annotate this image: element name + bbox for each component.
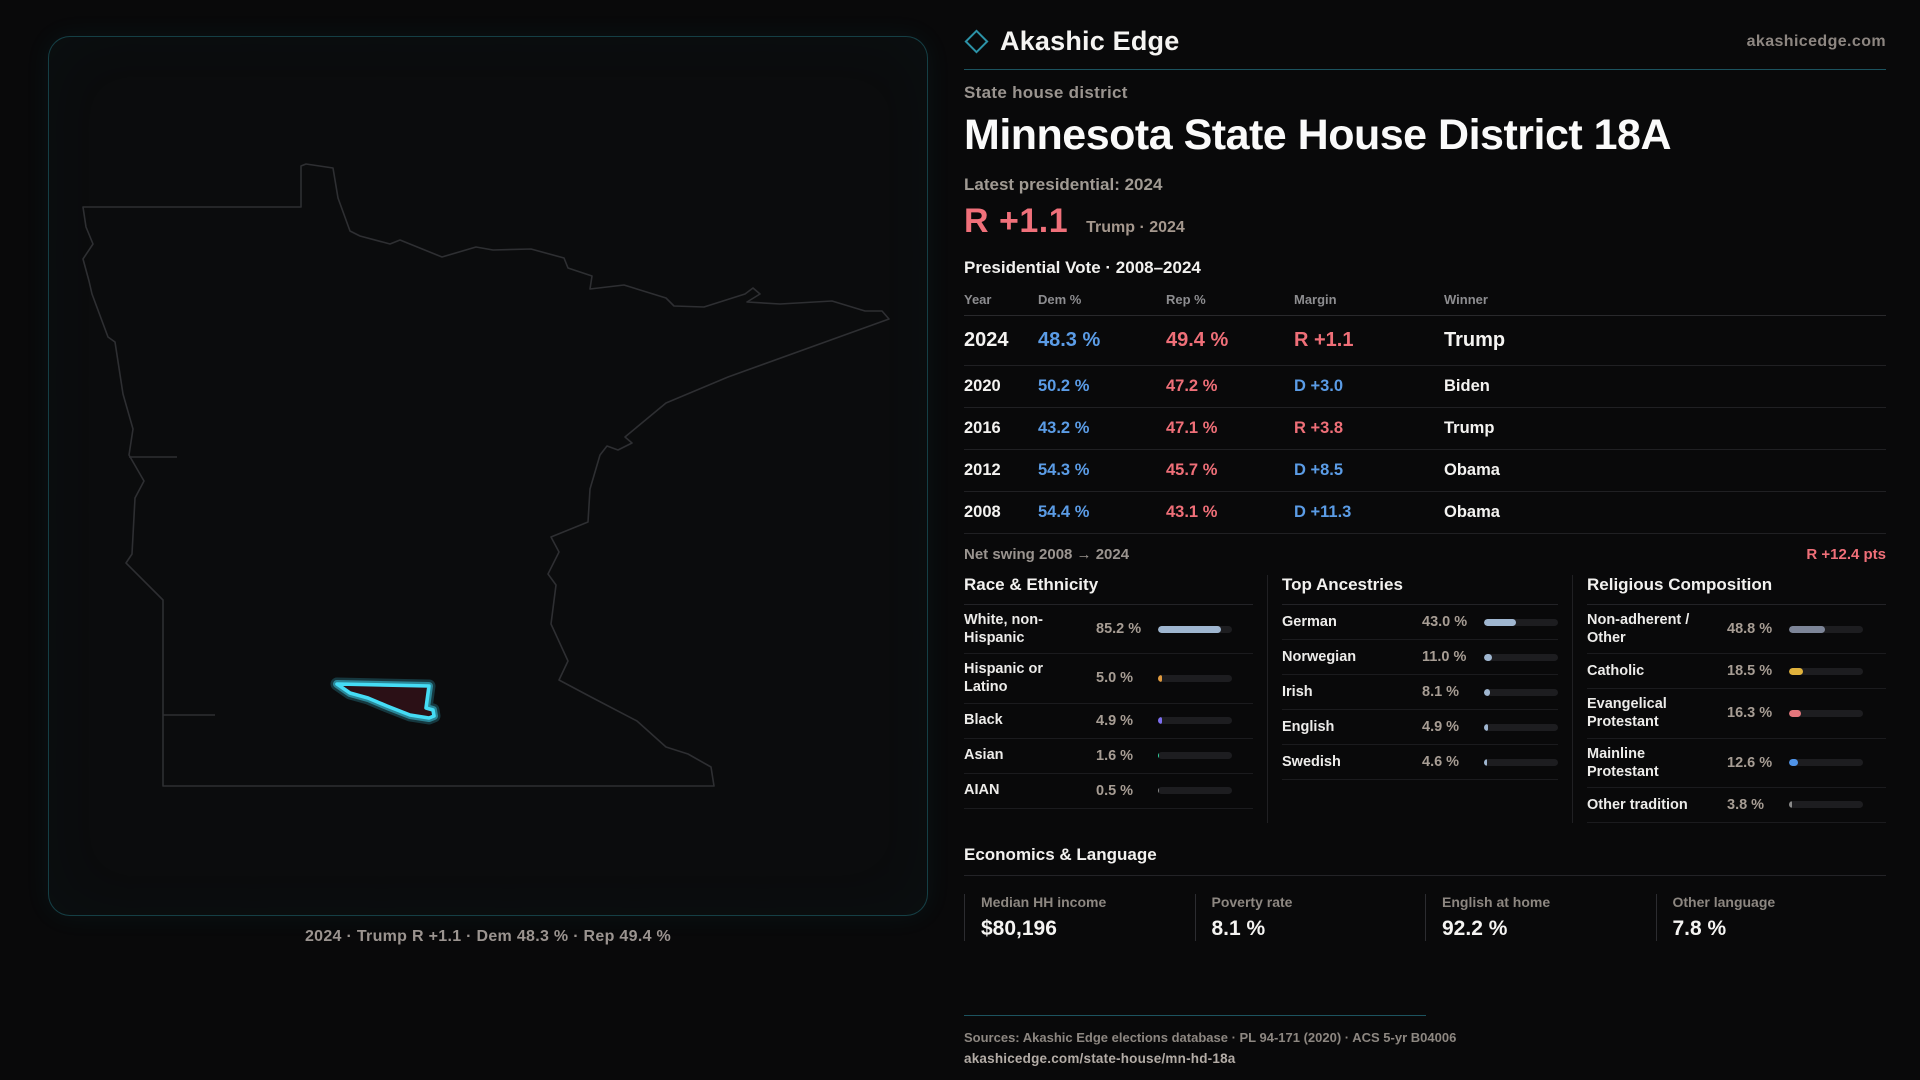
- economics-stats: Median HH income $80,196 Poverty rate 8.…: [964, 893, 1887, 941]
- list-item: Black 4.9 %: [964, 704, 1253, 739]
- stat-english-at-home: English at home 92.2 %: [1425, 893, 1656, 941]
- col-dem: Dem %: [1038, 292, 1082, 307]
- bar-fill: [1484, 653, 1493, 661]
- map-panel: [48, 36, 928, 916]
- stat-other-language: Other language 7.8 %: [1655, 893, 1887, 941]
- table-row: 2008 54.4 % 43.1 % D +11.3 Obama: [964, 492, 1886, 534]
- vote-table-header: Year Dem % Rep % Margin Winner: [964, 285, 1886, 316]
- minnesota-map: [82, 163, 890, 787]
- bar-track: [1158, 674, 1232, 682]
- minnesota-outline: [82, 163, 890, 787]
- table-row: 2020 50.2 % 47.2 % D +3.0 Biden: [964, 366, 1886, 408]
- footer-divider: [964, 1014, 1426, 1016]
- sources-text: Sources: Akashic Edge elections database…: [964, 1029, 1457, 1045]
- economics-title: Economics & Language: [964, 845, 1886, 876]
- bar-fill: [1158, 674, 1162, 682]
- bar-track: [1158, 717, 1232, 724]
- bar-fill: [1789, 709, 1802, 717]
- panel-title: Top Ancestries: [1282, 575, 1558, 605]
- list-item: Asian 1.6 %: [964, 739, 1253, 774]
- list-item: Evangelical Protestant 16.3 %: [1587, 689, 1886, 739]
- net-swing-label: Net swing 2008 → 2024: [964, 546, 1130, 563]
- bar-fill: [1484, 688, 1490, 696]
- kicker: State house district: [964, 83, 1128, 102]
- list-item: Swedish 4.6 %: [1282, 745, 1558, 780]
- bar-track: [1158, 752, 1232, 759]
- latest-presidential-label: Latest presidential: 2024: [964, 175, 1163, 194]
- permalink[interactable]: akashicedge.com/state-house/mn-hd-18a: [964, 1050, 1236, 1066]
- bar-fill: [1484, 618, 1516, 626]
- bar-track: [1484, 723, 1558, 731]
- map-caption: 2024 · Trump R +1.1 · Dem 48.3 % · Rep 4…: [304, 928, 672, 945]
- vote-table: Year Dem % Rep % Margin Winner 2024 48.3…: [964, 285, 1886, 534]
- col-rep: Rep %: [1166, 292, 1206, 307]
- bar-track: [1789, 625, 1863, 633]
- panel-title: Race & Ethnicity: [964, 575, 1253, 605]
- net-swing-value: R +12.4 pts: [1806, 546, 1886, 563]
- brand-site-link[interactable]: akashicedge.com: [1746, 32, 1886, 50]
- table-row: 2016 43.2 % 47.1 % R +3.8 Trump: [964, 408, 1886, 450]
- stat-poverty-rate: Poverty rate 8.1 %: [1194, 893, 1426, 941]
- bar-fill: [1789, 759, 1799, 767]
- bar-track: [1789, 759, 1863, 767]
- bar-track: [1789, 667, 1863, 675]
- bar-track: [1484, 688, 1558, 696]
- race-ethnicity-panel: Race & Ethnicity White, non-Hispanic 85.…: [964, 575, 1267, 823]
- vote-table-title: Presidential Vote · 2008–2024: [964, 258, 1201, 277]
- col-margin: Margin: [1294, 292, 1337, 307]
- bar-track: [1158, 625, 1232, 633]
- district-card: Akashic Edge akashicedge.com State house…: [964, 26, 1886, 1066]
- bar-fill: [1789, 801, 1792, 809]
- table-row: 2012 54.3 % 45.7 % D +8.5 Obama: [964, 450, 1886, 492]
- list-item: German 43.0 %: [1282, 605, 1558, 640]
- bar-track: [1158, 787, 1232, 794]
- bar-fill: [1789, 625, 1826, 633]
- district-18a-shape[interactable]: [330, 677, 441, 725]
- list-item: AIAN 0.5 %: [964, 774, 1253, 809]
- panel-title: Religious Composition: [1587, 575, 1886, 605]
- list-item: Catholic 18.5 %: [1587, 654, 1886, 690]
- list-item: Other tradition 3.8 %: [1587, 788, 1886, 823]
- bar-track: [1789, 709, 1863, 717]
- list-item: Irish 8.1 %: [1282, 675, 1558, 710]
- bar-track: [1484, 758, 1558, 766]
- bar-track: [1484, 653, 1558, 661]
- demographics-section: Race & Ethnicity White, non-Hispanic 85.…: [964, 575, 1886, 823]
- col-winner: Winner: [1444, 292, 1488, 307]
- bar-fill: [1158, 752, 1160, 759]
- bar-track: [1484, 618, 1558, 626]
- list-item: Mainline Protestant 12.6 %: [1587, 739, 1886, 788]
- list-item: White, non-Hispanic 85.2 %: [964, 605, 1253, 655]
- brand-header: Akashic Edge akashicedge.com: [964, 26, 1886, 70]
- list-item: Non-adherent / Other 48.8 %: [1587, 605, 1886, 655]
- bar-fill: [1158, 625, 1222, 633]
- brand-name: Akashic Edge: [1000, 26, 1180, 56]
- col-year: Year: [964, 292, 992, 307]
- list-item: Norwegian 11.0 %: [1282, 640, 1558, 675]
- diamond-icon: [964, 29, 989, 54]
- page-title: Minnesota State House District 18A: [964, 111, 1672, 159]
- list-item: English 4.9 %: [1282, 710, 1558, 745]
- bar-fill: [1789, 667, 1803, 675]
- table-row: 2024 48.3 % 49.4 % R +1.1 Trump: [964, 316, 1886, 366]
- religion-panel: Religious Composition Non-adherent / Oth…: [1572, 575, 1886, 823]
- margin-value: R +1.1: [964, 202, 1069, 240]
- bar-fill: [1484, 758, 1488, 766]
- list-item: Hispanic or Latino 5.0 %: [964, 654, 1253, 704]
- net-swing-row: Net swing 2008 → 2024 R +12.4 pts: [964, 534, 1886, 567]
- margin-caption: Trump · 2024: [1086, 219, 1185, 236]
- bar-fill: [1158, 717, 1162, 724]
- stat-median-income: Median HH income $80,196: [964, 893, 1195, 941]
- bar-track: [1789, 801, 1863, 809]
- bar-fill: [1484, 723, 1488, 731]
- ancestries-panel: Top Ancestries German 43.0 % Norwegian 1…: [1267, 575, 1572, 823]
- headline-margin: R +1.1 Trump · 2024: [964, 202, 1886, 241]
